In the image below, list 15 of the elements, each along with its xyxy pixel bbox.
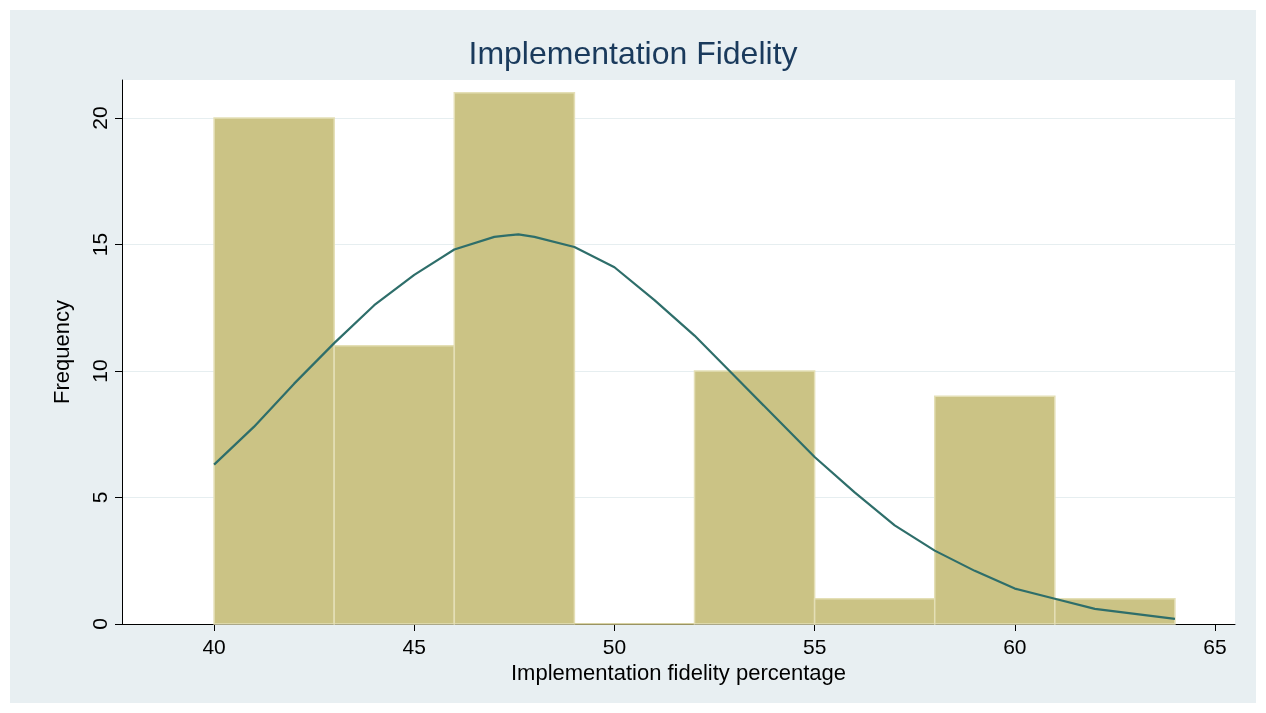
x-tick-label: 60 — [1003, 635, 1027, 658]
line-series — [212, 233, 1177, 621]
y-tick-label: 10 — [88, 359, 111, 383]
x-axis-title: Implementation fidelity percentage — [510, 660, 847, 686]
x-tick-label: 50 — [602, 635, 627, 658]
y-tick-label: 15 — [88, 232, 111, 257]
chart-title: Implementation Fidelity — [468, 35, 798, 71]
y-tick-label: 20 — [88, 106, 111, 130]
x-tick-label: 40 — [202, 635, 226, 658]
x-tick-label: 45 — [402, 635, 426, 658]
y-tick-label: 0 — [88, 618, 111, 630]
y-tick-label: 5 — [88, 491, 111, 504]
y-axis-title: Frequency — [48, 300, 74, 404]
x-tick-label: 55 — [802, 635, 827, 658]
x-tick-label: 65 — [1203, 635, 1227, 658]
